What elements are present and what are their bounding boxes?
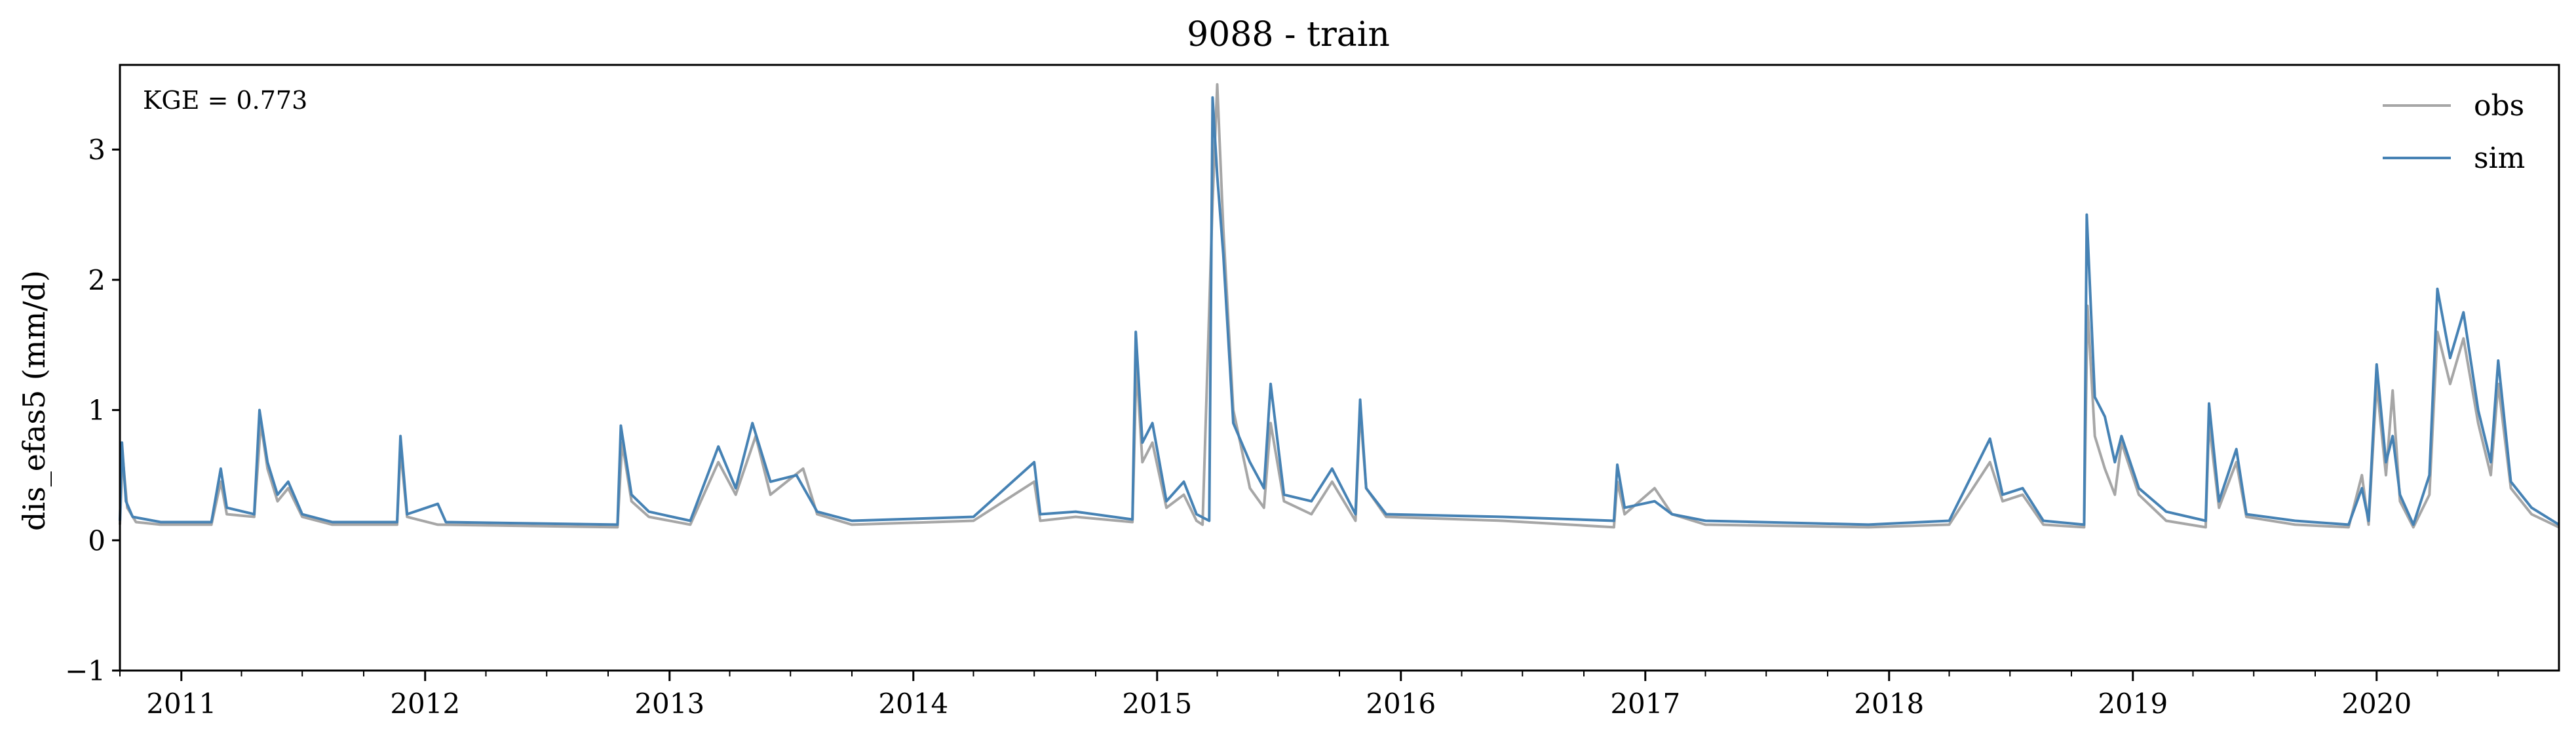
y-tick-label: 0	[88, 524, 106, 556]
plot-area: −1 0 1 2 3 2011 2012 2013 2014 2015 2016 2017 2018 20…	[65, 83, 2560, 720]
x-tick-label: 2016	[1366, 688, 1436, 720]
x-tick-label: 2014	[878, 688, 948, 720]
x-tick-label: 2013	[634, 688, 704, 720]
y-tick-label: −1	[65, 655, 106, 687]
x-tick-label: 2017	[1610, 688, 1680, 720]
y-tick-label: 1	[88, 395, 106, 427]
chart-title: 9088 - train	[1187, 15, 1390, 54]
legend-obs-label: obs	[2474, 89, 2524, 123]
legend-sim-label: sim	[2474, 142, 2525, 175]
plot-frame	[119, 64, 2560, 672]
x-tick-label: 2018	[1854, 688, 1924, 720]
x-tick-label: 2019	[2098, 688, 2168, 720]
series-line-sim	[119, 96, 2560, 526]
x-tick-label: 2011	[146, 688, 216, 720]
kge-annotation: KGE = 0.773	[143, 86, 307, 115]
x-tick-label: 2012	[390, 688, 460, 720]
y-tick-label: 3	[88, 134, 106, 166]
y-tick-label: 2	[88, 264, 106, 296]
legend: obs sim	[2383, 89, 2525, 175]
x-tick-label: 2020	[2341, 688, 2412, 720]
y-axis-label: dis_efas5 (mm/d)	[16, 270, 52, 531]
x-tick-label: 2015	[1122, 688, 1192, 720]
